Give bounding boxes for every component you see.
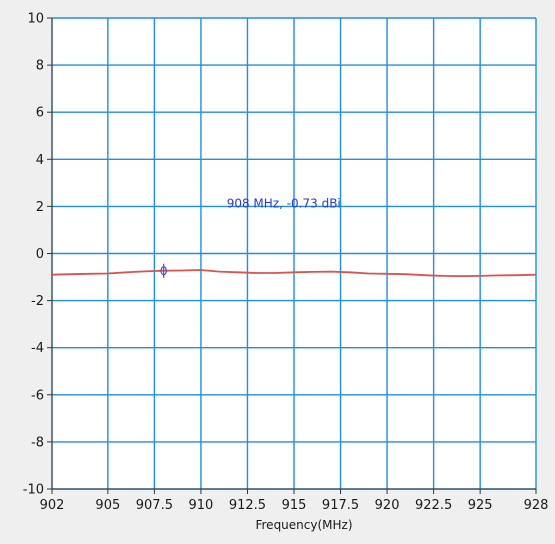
x-tick-label: 925 [468,498,493,513]
y-tick-label: 0 [36,247,44,262]
y-tick-label: 4 [36,153,44,168]
x-tick-labels: 902 905 907.5 910 912.5 915 917.5 920 922.5 925 92… [40,498,549,513]
x-tick-label: 902 [40,498,65,513]
y-tick-label: -2 [31,294,44,309]
x-tick-label: 928 [524,498,549,513]
x-tick-label: 920 [375,498,400,513]
axes [47,17,537,494]
y-tick-label: -4 [31,341,44,356]
y-tick-label: -10 [23,483,44,498]
marker-annotation: 908 MHz, -0.73 dBi [227,197,341,211]
x-tick-label: 922.5 [415,498,452,513]
x-tick-label: 910 [189,498,214,513]
x-axis-label: Frequency(MHz) [255,518,352,532]
y-tick-label: 8 [36,59,44,74]
x-tick-label: 905 [95,498,120,513]
x-tick-label: 912.5 [229,498,266,513]
x-tick-label: 915 [282,498,307,513]
y-tick-label: 10 [27,12,44,27]
y-tick-label: -8 [31,435,44,450]
y-tick-label: -6 [31,388,44,403]
x-tick-label: 907.5 [136,498,173,513]
x-tick-label: 917.5 [322,498,359,513]
y-tick-label: 6 [36,106,44,121]
y-tick-labels: 10 8 6 4 2 0 -2 -4 -6 -8 -10 [23,12,44,498]
marker-point [160,266,167,276]
y-tick-label: 2 [36,200,44,215]
series-line [51,269,537,278]
data-marker [160,263,167,278]
